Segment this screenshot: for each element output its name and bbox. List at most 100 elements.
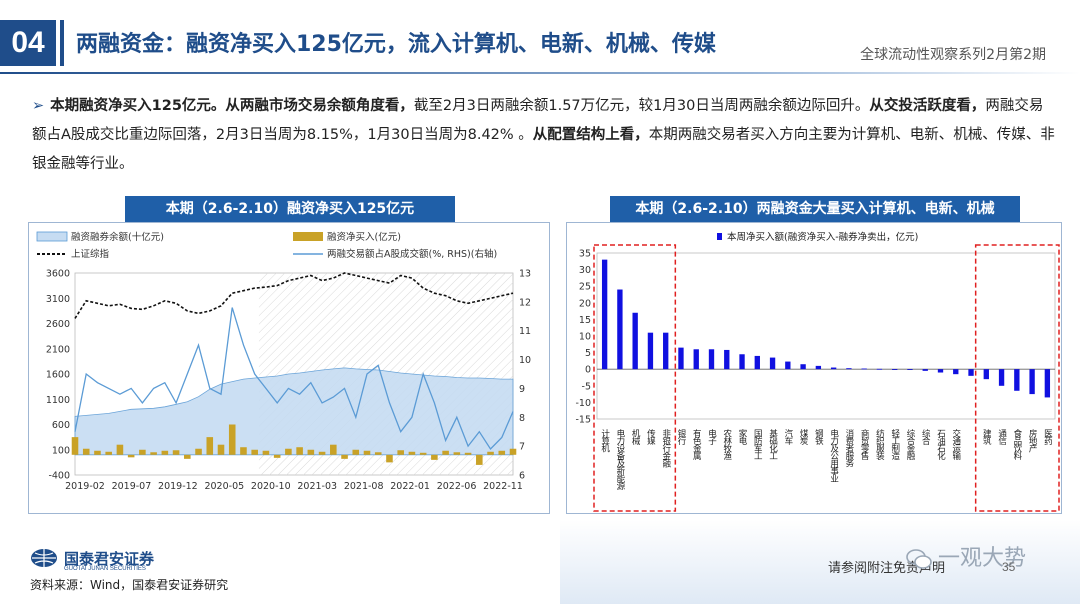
category-label: 商贸零售 [859, 428, 869, 461]
bar [708, 349, 715, 370]
netbuy-bar [172, 450, 180, 455]
summary-paragraph: ➢ 本期融资净买入125亿元。从两融市场交易余额角度看，截至2月3日两融余额1.5… [32, 92, 1057, 179]
y-right-tick-label: 10 [519, 355, 531, 366]
x-tick-label: 2021-03 [297, 481, 337, 492]
summary-lead-3: 从配置结构上看， [532, 127, 649, 143]
summary-text-3: 本期两融交易者买入方向主要为计算机、电新、机械、传媒、非银金融等行业。 [32, 127, 1055, 172]
netbuy-bar [397, 450, 404, 455]
netbuy-bar [318, 451, 326, 455]
bar [739, 354, 745, 370]
bar [1044, 369, 1051, 398]
title-underline [0, 72, 1080, 74]
bar [907, 369, 913, 370]
y-left-tick-label: 600 [52, 420, 70, 431]
category-label: 钢铁 [813, 428, 823, 446]
netbuy-bar [296, 447, 303, 455]
netbuy-bar [476, 454, 483, 465]
y-left-tick-label: 1100 [46, 395, 70, 406]
summary-lead-1: 本期融资净买入125亿元。从两融市场交易余额角度看， [50, 98, 414, 114]
category-label: 国防军工 [752, 429, 762, 460]
left-chart-title: 本期（2.6-2.10）融资净买入125亿元 [125, 196, 455, 222]
x-tick-label: 2019-02 [65, 481, 105, 492]
x-tick-label: 2020-05 [204, 481, 244, 492]
bar [800, 364, 806, 370]
footer-background [560, 520, 1080, 604]
y-tick-label: 15 [579, 315, 591, 326]
netbuy-bar [206, 437, 214, 455]
y-tick-label: 30 [579, 265, 591, 276]
category-label: 石油石化 [936, 429, 946, 461]
right-chart-panel: 本周净买入额(融资净买入-融券净卖出，亿元) 35 30 25 20 15 10 5 0 -5 -1… [566, 222, 1062, 514]
netbuy-bar [273, 454, 281, 458]
x-tick-label: 2019-12 [158, 481, 198, 492]
bar [663, 332, 669, 370]
section-number: 04 [0, 20, 56, 66]
category-label: 计算机 [600, 428, 610, 453]
netbuy-bar [116, 444, 124, 455]
category-label: 传媒 [645, 428, 655, 446]
bar [830, 367, 837, 370]
globe-logo-icon [31, 549, 57, 567]
ratio-line [74, 307, 514, 451]
category-label: 电力设备及新能源 [615, 428, 625, 491]
y-tick-label: 25 [579, 282, 591, 293]
netbuy-bar [419, 452, 427, 455]
data-source: 资料来源：Wind，国泰君安证券研究 [30, 578, 229, 592]
bar [998, 369, 1005, 386]
bar [754, 355, 760, 370]
wechat-icon [906, 549, 932, 569]
bar [815, 365, 822, 370]
section-divider [60, 20, 64, 66]
balance-area [74, 367, 514, 456]
plot-area [596, 252, 1056, 420]
y-right-tick-label: 6 [519, 471, 525, 482]
y-left-tick-label: -400 [48, 471, 70, 482]
left-chart-panel: 融资融券余额(十亿元) 融资净买入(亿元) 上证综指 两融交易额占A股成交额(%, R… [28, 222, 550, 514]
left-chart: 融资融券余额(十亿元) 融资净买入(亿元) 上证综指 两融交易额占A股成交额(%, R… [36, 231, 531, 492]
bar [861, 368, 867, 370]
legend-label-ratio: 两融交易额占A股成交额(%, RHS)(右轴) [327, 248, 497, 260]
logo-text-cn: 国泰君安证券 [64, 550, 155, 568]
y-right-tick-label: 13 [519, 269, 531, 280]
category-label: 农林牧渔 [722, 428, 732, 460]
y-left-tick-label: 2100 [46, 344, 70, 355]
category-label: 家电 [737, 428, 747, 445]
netbuy-bar [431, 454, 438, 460]
y-tick-label: 35 [579, 249, 591, 260]
bar [892, 369, 898, 370]
bar [876, 368, 883, 370]
y-left-tick-label: 3100 [46, 294, 70, 305]
y-tick-label: -10 [575, 398, 591, 409]
netbuy-bar [509, 448, 517, 455]
netbuy-bar [352, 449, 360, 455]
netbuy-bar [240, 447, 247, 455]
netbuy-bar [453, 452, 461, 455]
netbuy-bar [127, 454, 135, 458]
x-tick-label: 2019-07 [112, 481, 152, 492]
netbuy-bar [94, 450, 101, 455]
legend-label-netbuy: 融资净买入(亿元) [327, 231, 401, 243]
y-tick-label: 10 [579, 332, 591, 343]
bar [647, 332, 654, 370]
netbuy-bar [408, 451, 416, 455]
y-tick-label: 0 [585, 365, 591, 376]
summary-text-2: 两融交易额占A股成交比重边际回落，2月3日当周为8.15%，1月30日当周为8.… [32, 98, 1044, 143]
bar [769, 357, 776, 370]
y-left-tick-label: 3600 [46, 269, 70, 280]
y-tick-label: -5 [582, 381, 591, 392]
category-label: 交通运输 [951, 428, 961, 461]
category-label: 有色金属 [691, 428, 701, 461]
netbuy-bar [82, 448, 90, 455]
category-label: 汽车 [783, 428, 793, 446]
category-label: 纺织服装 [874, 428, 884, 461]
x-tick-label: 2022-06 [437, 481, 477, 492]
category-label: 综合金融 [905, 428, 915, 461]
category-label: 综合 [920, 428, 930, 446]
bar [983, 369, 989, 380]
category-label: 轻工制造 [890, 428, 900, 461]
legend-swatch [717, 233, 722, 240]
netbuy-bar [330, 444, 337, 455]
y-right-tick-label: 9 [519, 384, 525, 395]
bar [601, 259, 608, 370]
legend-swatch-netbuy [293, 232, 323, 241]
